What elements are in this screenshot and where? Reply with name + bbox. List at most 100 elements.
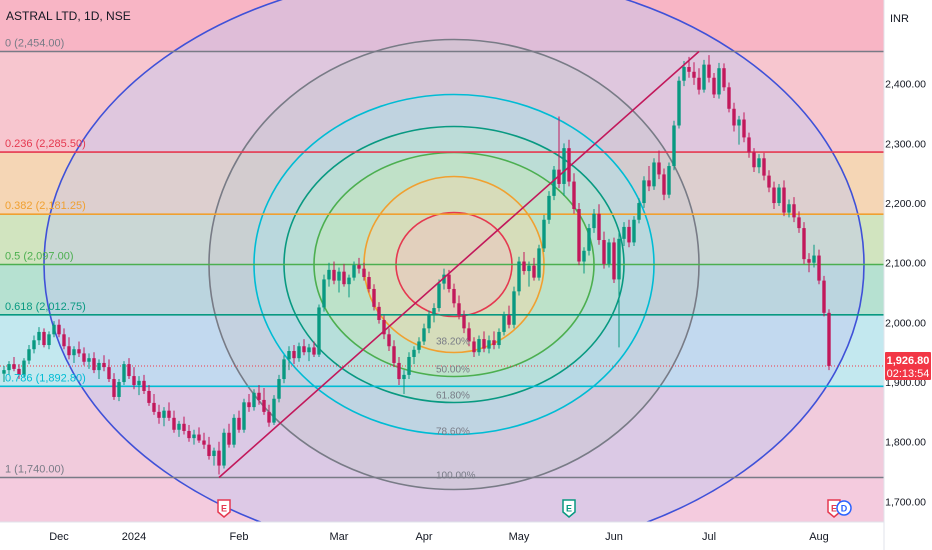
candle[interactable] [342, 263, 346, 287]
trend-line-group[interactable] [218, 50, 700, 479]
candle[interactable] [672, 120, 676, 171]
candle[interactable] [242, 398, 246, 433]
candle[interactable] [532, 257, 536, 281]
earnings-marker[interactable]: E [217, 499, 231, 518]
candle[interactable] [762, 152, 766, 181]
candle[interactable] [352, 261, 356, 281]
candle[interactable] [182, 416, 186, 435]
candle[interactable] [827, 309, 831, 371]
candle[interactable] [202, 432, 206, 449]
candle[interactable] [177, 420, 181, 437]
candle[interactable] [797, 211, 801, 233]
candle[interactable] [477, 335, 481, 356]
candle[interactable] [307, 343, 311, 362]
candle[interactable] [27, 345, 31, 365]
candle[interactable] [647, 166, 651, 192]
candle[interactable] [702, 59, 706, 93]
candle[interactable] [282, 355, 286, 384]
candle[interactable] [127, 358, 131, 380]
candle[interactable] [432, 303, 436, 323]
candle[interactable] [137, 376, 141, 396]
candle[interactable] [227, 423, 231, 448]
candle[interactable] [397, 356, 401, 386]
candle[interactable] [747, 132, 751, 158]
candle[interactable] [37, 327, 41, 346]
candle[interactable] [82, 347, 86, 366]
candle[interactable] [542, 214, 546, 252]
candle[interactable] [802, 222, 806, 264]
candle[interactable] [212, 447, 216, 466]
candle[interactable] [637, 198, 641, 224]
candle[interactable] [157, 404, 161, 424]
candle[interactable] [292, 345, 296, 365]
candle[interactable] [552, 166, 556, 201]
candle[interactable] [742, 112, 746, 143]
candle[interactable] [697, 68, 701, 95]
candle[interactable] [737, 115, 741, 145]
currency-label[interactable]: INR [890, 13, 909, 25]
candle[interactable] [7, 361, 11, 375]
candle[interactable] [667, 162, 671, 199]
candle[interactable] [12, 356, 16, 372]
candle[interactable] [617, 232, 621, 348]
candle[interactable] [517, 256, 521, 296]
candle[interactable] [777, 183, 781, 207]
candle[interactable] [712, 72, 716, 99]
candle[interactable] [707, 55, 711, 83]
candle[interactable] [337, 267, 341, 293]
trend-line[interactable] [218, 50, 700, 479]
candle[interactable] [782, 180, 786, 217]
candle[interactable] [272, 395, 276, 425]
candle[interactable] [662, 168, 666, 201]
candle[interactable] [587, 223, 591, 256]
candle[interactable] [492, 331, 496, 350]
candle[interactable] [142, 374, 146, 394]
candle[interactable] [47, 331, 51, 350]
candle[interactable] [722, 63, 726, 91]
candle[interactable] [112, 373, 116, 400]
price-axis-bg[interactable] [884, 0, 932, 550]
candle[interactable] [732, 102, 736, 132]
candle[interactable] [657, 150, 661, 180]
candle[interactable] [92, 352, 96, 374]
candle[interactable] [332, 261, 336, 285]
candle[interactable] [487, 335, 491, 354]
candle[interactable] [77, 341, 81, 357]
candle[interactable] [147, 385, 151, 406]
candle[interactable] [362, 262, 366, 281]
candle[interactable] [197, 427, 201, 443]
candle[interactable] [52, 321, 56, 338]
candle[interactable] [152, 393, 156, 415]
candle[interactable] [577, 203, 581, 266]
candle[interactable] [817, 249, 821, 285]
candle[interactable] [297, 342, 301, 362]
candle[interactable] [312, 341, 316, 357]
candle[interactable] [607, 238, 611, 268]
earnings-marker[interactable]: E [562, 499, 576, 518]
candle[interactable] [482, 331, 486, 353]
candle[interactable] [427, 310, 431, 334]
candle[interactable] [597, 204, 601, 245]
candle[interactable] [67, 337, 71, 360]
candle[interactable] [62, 328, 66, 350]
candle[interactable] [232, 414, 236, 448]
candle[interactable] [87, 353, 91, 369]
candle[interactable] [377, 302, 381, 324]
candle[interactable] [462, 310, 466, 334]
candle[interactable] [582, 247, 586, 274]
candle[interactable] [57, 319, 61, 338]
candle[interactable] [262, 388, 266, 415]
candle[interactable] [302, 339, 306, 356]
candle[interactable] [767, 170, 771, 193]
candle[interactable] [72, 346, 76, 363]
candle[interactable] [117, 379, 121, 402]
candle[interactable] [237, 410, 241, 433]
candle[interactable] [632, 216, 636, 247]
candle[interactable] [167, 402, 171, 421]
candle[interactable] [287, 346, 291, 371]
candle[interactable] [522, 251, 526, 275]
candle[interactable] [407, 352, 411, 380]
candle[interactable] [247, 393, 251, 412]
candle[interactable] [527, 261, 531, 287]
